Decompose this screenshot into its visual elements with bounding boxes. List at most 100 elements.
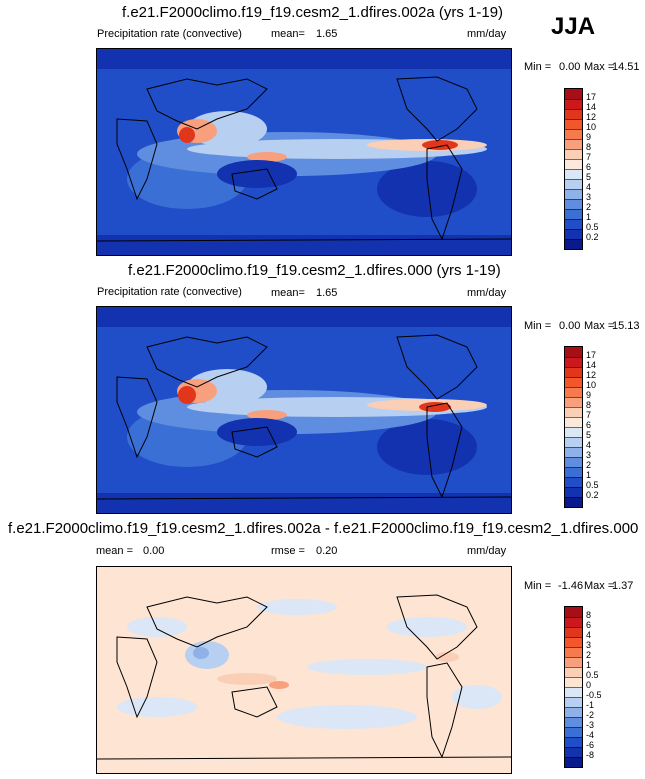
colorbar-box <box>565 487 582 497</box>
colorbar-tick-label: 0.2 <box>586 232 599 242</box>
panel-1-min-label: Min = <box>524 61 552 73</box>
panel-1-field <box>97 49 511 255</box>
colorbar-box <box>565 617 582 627</box>
colorbar-tick-label: 17 <box>586 92 597 102</box>
colorbar-tick-label: 4 <box>586 630 592 640</box>
panel-2-title: f.e21.F2000climo.f19_f19.cesm2_1.dfires.… <box>128 262 501 279</box>
panel-1-mean-value: 1.65 <box>316 28 338 40</box>
colorbar-tick-label: 0 <box>586 680 592 690</box>
colorbar-box <box>565 109 582 119</box>
colorbar-tick-label: 0.5 <box>586 222 599 232</box>
colorbar-box <box>565 407 582 417</box>
colorbar-tick-label: 2 <box>586 202 592 212</box>
panel-3-mean-value: 0.00 <box>143 545 165 557</box>
panel-1-mean-label: mean= <box>271 28 305 40</box>
colorbar-box <box>565 169 582 179</box>
panel-2-min-label: Min = <box>524 320 552 332</box>
panel-3-rmse-value: 0.20 <box>316 545 338 557</box>
colorbar-box <box>565 757 582 767</box>
colorbar-tick-label: -6 <box>586 740 595 750</box>
colorbar-tick-label: 1 <box>586 212 592 222</box>
colorbar-tick-label: 6 <box>586 420 592 430</box>
panel-3-max-value: 1.37 <box>612 580 634 592</box>
colorbar-tick-label: 5 <box>586 430 592 440</box>
colorbar-tick-label: 3 <box>586 640 592 650</box>
colorbar-tick-label: -8 <box>586 750 595 760</box>
panel-2-colorbar <box>564 346 583 508</box>
colorbar-box <box>565 697 582 707</box>
colorbar-box <box>565 139 582 149</box>
colorbar-tick-label: 8 <box>586 400 592 410</box>
panel-2-variable: Precipitation rate (convective) <box>97 286 242 298</box>
panel-1-colorbar <box>564 88 583 250</box>
colorbar-tick-label: 1 <box>586 470 592 480</box>
colorbar-box <box>565 209 582 219</box>
panel-1-title: f.e21.F2000climo.f19_f19.cesm2_1.dfires.… <box>122 4 504 21</box>
colorbar-box <box>565 219 582 229</box>
panel-3-rmse-label: rmse = <box>271 545 305 557</box>
colorbar-box <box>565 357 582 367</box>
colorbar-tick-label: 14 <box>586 102 597 112</box>
colorbar-tick-label: 7 <box>586 152 592 162</box>
panel-2-max-label: Max = <box>584 320 615 332</box>
colorbar-box <box>565 179 582 189</box>
colorbar-box <box>565 737 582 747</box>
colorbar-box <box>565 457 582 467</box>
colorbar-box <box>565 417 582 427</box>
colorbar-box <box>565 727 582 737</box>
colorbar-box <box>565 99 582 109</box>
panel-3-units: mm/day <box>467 545 507 557</box>
colorbar-box <box>565 627 582 637</box>
panel-1-variable: Precipitation rate (convective) <box>97 28 242 40</box>
colorbar-tick-label: 2 <box>586 650 592 660</box>
colorbar-tick-label: 7 <box>586 410 592 420</box>
colorbar-tick-label: 4 <box>586 182 592 192</box>
colorbar-box <box>565 747 582 757</box>
panel-2-units: mm/day <box>467 287 507 299</box>
colorbar-box <box>565 667 582 677</box>
colorbar-tick-label: 3 <box>586 192 592 202</box>
colorbar-box <box>565 657 582 667</box>
panel-2-field <box>97 307 511 513</box>
colorbar-box <box>565 677 582 687</box>
panel-3-min-value: -1.46 <box>558 580 584 592</box>
panel-3-colorbar <box>564 606 583 768</box>
colorbar-box <box>565 607 582 617</box>
colorbar-tick-label: -1 <box>586 700 595 710</box>
colorbar-box <box>565 367 582 377</box>
panel-3-map <box>96 566 512 774</box>
panel-1-max-value: 14.51 <box>612 61 640 73</box>
colorbar-box <box>565 397 582 407</box>
colorbar-box <box>565 239 582 249</box>
colorbar-box <box>565 387 582 397</box>
colorbar-tick-label: 10 <box>586 122 597 132</box>
panel-1-units: mm/day <box>467 28 507 40</box>
colorbar-box <box>565 467 582 477</box>
panel-3-title: f.e21.F2000climo.f19_f19.cesm2_1.dfires.… <box>8 520 639 537</box>
colorbar-tick-label: 10 <box>586 380 597 390</box>
panel-1-map <box>96 48 512 256</box>
colorbar-tick-label: 12 <box>586 370 597 380</box>
colorbar-tick-label: 2 <box>586 460 592 470</box>
colorbar-box <box>565 497 582 507</box>
colorbar-tick-label: -0.5 <box>586 690 602 700</box>
panel-1-max-label: Max = <box>584 61 615 73</box>
panel-2-map <box>96 306 512 514</box>
colorbar-box <box>565 377 582 387</box>
colorbar-box <box>565 189 582 199</box>
colorbar-tick-label: 3 <box>586 450 592 460</box>
colorbar-box <box>565 229 582 239</box>
panel-3-max-label: Max = <box>584 580 615 592</box>
colorbar-box <box>565 637 582 647</box>
colorbar-tick-label: -2 <box>586 710 595 720</box>
panel-3-min-label: Min = <box>524 580 552 592</box>
colorbar-tick-label: 6 <box>586 620 592 630</box>
colorbar-box <box>565 199 582 209</box>
colorbar-box <box>565 159 582 169</box>
panel-3-mean-label: mean = <box>96 545 133 557</box>
colorbar-box <box>565 427 582 437</box>
colorbar-tick-label: 0.2 <box>586 490 599 500</box>
colorbar-tick-label: 4 <box>586 440 592 450</box>
colorbar-tick-label: 5 <box>586 172 592 182</box>
colorbar-tick-label: -4 <box>586 730 595 740</box>
